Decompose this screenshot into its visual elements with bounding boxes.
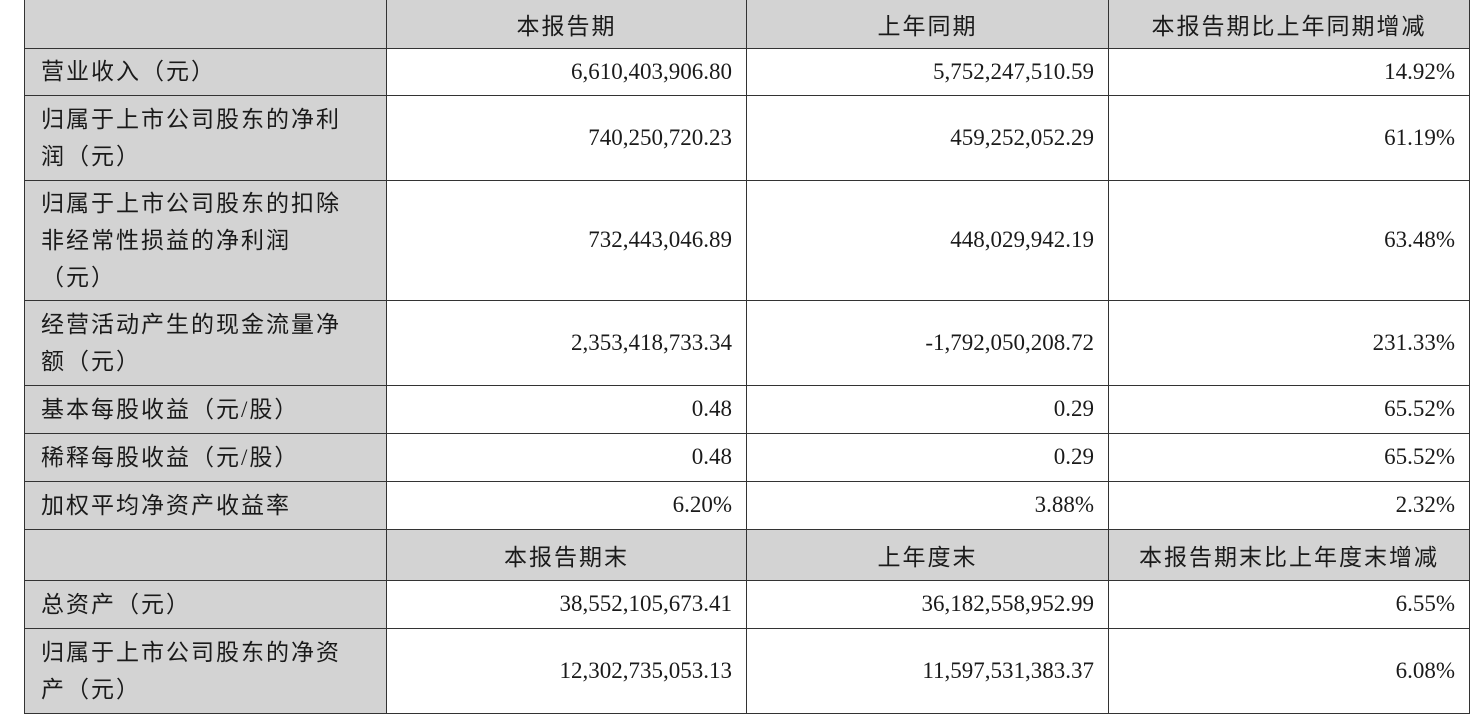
current-value: 38,552,105,673.41 bbox=[386, 579, 747, 629]
header-row-2: 本报告期末 上年度末 本报告期末比上年度末增减 bbox=[24, 528, 1470, 581]
prior-value: 0.29 bbox=[746, 384, 1109, 434]
current-value: 2,353,418,733.34 bbox=[386, 299, 747, 386]
prior-value: -1,792,050,208.72 bbox=[746, 299, 1109, 386]
prior-value: 448,029,942.19 bbox=[746, 179, 1109, 301]
table-row: 稀释每股收益（元/股） 0.48 0.29 65.52% bbox=[24, 432, 1470, 482]
header-cell-empty bbox=[24, 528, 387, 581]
row-label: 总资产（元） bbox=[24, 579, 387, 629]
current-value: 732,443,046.89 bbox=[386, 179, 747, 301]
table-row: 归属于上市公司股东的扣除 非经常性损益的净利润 （元） 732,443,046.… bbox=[24, 179, 1470, 301]
prior-value: 36,182,558,952.99 bbox=[746, 579, 1109, 629]
header-period-end: 本报告期末 bbox=[386, 528, 747, 581]
change-value: 65.52% bbox=[1108, 384, 1470, 434]
header-prior-period: 上年同期 bbox=[746, 0, 1109, 49]
header-row: 本报告期 上年同期 本报告期比上年同期增减 bbox=[24, 0, 1470, 49]
row-label: 归属于上市公司股东的净利 润（元） bbox=[24, 94, 387, 181]
row-label: 稀释每股收益（元/股） bbox=[24, 432, 387, 482]
change-value: 61.19% bbox=[1108, 94, 1470, 181]
table-row: 基本每股收益（元/股） 0.48 0.29 65.52% bbox=[24, 384, 1470, 434]
row-label: 归属于上市公司股东的净资 产（元） bbox=[24, 627, 387, 714]
change-value: 6.08% bbox=[1108, 627, 1470, 714]
current-value: 12,302,735,053.13 bbox=[386, 627, 747, 714]
row-label: 加权平均净资产收益率 bbox=[24, 480, 387, 530]
row-label: 营业收入（元） bbox=[24, 47, 387, 96]
current-value: 740,250,720.23 bbox=[386, 94, 747, 181]
table-row: 营业收入（元） 6,610,403,906.80 5,752,247,510.5… bbox=[24, 47, 1470, 96]
header-change: 本报告期末比上年度末增减 bbox=[1108, 528, 1470, 581]
row-label: 基本每股收益（元/股） bbox=[24, 384, 387, 434]
current-value: 6,610,403,906.80 bbox=[386, 47, 747, 96]
change-value: 231.33% bbox=[1108, 299, 1470, 386]
current-value: 6.20% bbox=[386, 480, 747, 530]
table-row: 归属于上市公司股东的净资 产（元） 12,302,735,053.13 11,5… bbox=[24, 627, 1470, 714]
current-value: 0.48 bbox=[386, 384, 747, 434]
table-row: 归属于上市公司股东的净利 润（元） 740,250,720.23 459,252… bbox=[24, 94, 1470, 181]
financial-summary-table: 本报告期 上年同期 本报告期比上年同期增减 营业收入（元） 6,610,403,… bbox=[24, 0, 1470, 714]
prior-value: 5,752,247,510.59 bbox=[746, 47, 1109, 96]
current-value: 0.48 bbox=[386, 432, 747, 482]
table-row: 经营活动产生的现金流量净 额（元） 2,353,418,733.34 -1,79… bbox=[24, 299, 1470, 386]
change-value: 63.48% bbox=[1108, 179, 1470, 301]
prior-value: 459,252,052.29 bbox=[746, 94, 1109, 181]
table-row: 加权平均净资产收益率 6.20% 3.88% 2.32% bbox=[24, 480, 1470, 530]
header-cell-empty bbox=[24, 0, 387, 49]
prior-value: 11,597,531,383.37 bbox=[746, 627, 1109, 714]
prior-value: 3.88% bbox=[746, 480, 1109, 530]
header-change: 本报告期比上年同期增减 bbox=[1108, 0, 1470, 49]
row-label: 经营活动产生的现金流量净 额（元） bbox=[24, 299, 387, 386]
row-label: 归属于上市公司股东的扣除 非经常性损益的净利润 （元） bbox=[24, 179, 387, 301]
change-value: 6.55% bbox=[1108, 579, 1470, 629]
change-value: 14.92% bbox=[1108, 47, 1470, 96]
change-value: 65.52% bbox=[1108, 432, 1470, 482]
change-value: 2.32% bbox=[1108, 480, 1470, 530]
header-current-period: 本报告期 bbox=[386, 0, 747, 49]
prior-value: 0.29 bbox=[746, 432, 1109, 482]
table-row: 总资产（元） 38,552,105,673.41 36,182,558,952.… bbox=[24, 579, 1470, 629]
header-prior-year-end: 上年度末 bbox=[746, 528, 1109, 581]
